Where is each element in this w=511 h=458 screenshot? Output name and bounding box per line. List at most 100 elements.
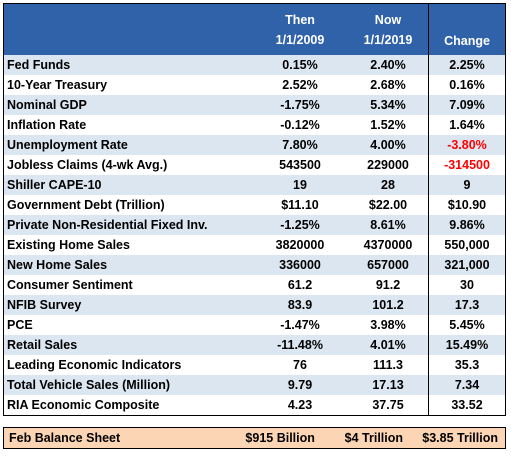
row-label: NFIB Survey [7, 298, 82, 312]
row-now-value: 17.13 [372, 378, 404, 392]
header-then-label: Then [285, 12, 315, 27]
row-then-value: -0.12% [280, 118, 320, 132]
row-change-value: 15.49% [428, 335, 505, 355]
row-change-value: 550,000 [428, 235, 505, 255]
table-row: Jobless Claims (4-wk Avg.) 543500 229000 -3… [4, 155, 505, 175]
row-change-value: -314500 [428, 155, 505, 175]
footer-label: Feb Balance Sheet [9, 431, 121, 445]
table-row: 10-Year Treasury 2.52% 2.68% 0.16% [4, 75, 505, 95]
row-now-value: 1.52% [370, 118, 406, 132]
row-then-value: 7.80% [282, 138, 318, 152]
row-label: Retail Sales [7, 338, 78, 352]
table-header: Then 1/1/2009 Now 1/1/2019 Change [4, 4, 505, 55]
table-row: RIA Economic Composite 4.23 37.75 33.52 [4, 395, 505, 415]
header-label-cell [4, 4, 252, 55]
row-now-value: 91.2 [375, 278, 401, 292]
row-label: Total Vehicle Sales (Million) [7, 378, 171, 392]
table-row: Leading Economic Indicators 76 111.3 35.3 [4, 355, 505, 375]
header-then-date: 1/1/2009 [275, 32, 325, 47]
economic-comparison-table: Then 1/1/2009 Now 1/1/2019 Change Fed Fu… [3, 3, 506, 416]
row-then-value: -1.25% [280, 218, 320, 232]
table-row: Fed Funds 0.15% 2.40% 2.25% [4, 55, 505, 75]
row-now-value: 4.00% [370, 138, 406, 152]
row-label: PCE [7, 318, 33, 332]
row-then-value: 76 [293, 358, 307, 372]
table-row: Unemployment Rate 7.80% 4.00% -3.80% [4, 135, 505, 155]
row-now-value: $22.00 [368, 198, 408, 212]
row-change-value: 9 [428, 175, 505, 195]
row-now-value: 4.01% [370, 338, 406, 352]
row-label: Fed Funds [7, 58, 71, 72]
row-now-value: 8.61% [370, 218, 406, 232]
row-label: Inflation Rate [7, 118, 87, 132]
table-row: Inflation Rate -0.12% 1.52% 1.64% [4, 115, 505, 135]
header-change: Change [428, 4, 505, 55]
row-now-value: 111.3 [373, 358, 403, 372]
row-label: Government Debt (Trillion) [7, 198, 165, 212]
header-now-label: Now [374, 12, 402, 27]
row-change-value: 7.09% [428, 95, 505, 115]
row-now-value: 28 [381, 178, 395, 192]
table-body: Fed Funds 0.15% 2.40% 2.25% 10-Year Treasury… [4, 55, 505, 415]
row-change-value: -3.80% [428, 135, 505, 155]
row-now-value: 5.34% [370, 98, 406, 112]
row-then-value: 4.23 [287, 398, 313, 412]
row-then-value: 9.79 [287, 378, 313, 392]
row-change-value: 30 [428, 275, 505, 295]
header-change-label: Change [444, 34, 490, 48]
row-change-value: 9.86% [428, 215, 505, 235]
row-change-value: 7.34 [428, 375, 505, 395]
row-label: Shiller CAPE-10 [7, 178, 102, 192]
row-then-value: 336000 [279, 258, 321, 272]
row-label: Nominal GDP [7, 98, 87, 112]
table-row: NFIB Survey 83.9 101.2 17.3 [4, 295, 505, 315]
balance-sheet-footer: Feb Balance Sheet $915 Billion $4 Trilli… [3, 427, 506, 449]
row-then-value: 61.2 [287, 278, 313, 292]
table-row: Private Non-Residential Fixed Inv. -1.25%… [4, 215, 505, 235]
table-row: PCE -1.47% 3.98% 5.45% [4, 315, 505, 335]
row-change-value: 321,000 [428, 255, 505, 275]
table-row: Shiller CAPE-10 19 28 9 [4, 175, 505, 195]
row-now-value: 101.2 [372, 298, 404, 312]
row-change-value: 1.64% [428, 115, 505, 135]
row-now-value: 3.98% [370, 318, 406, 332]
row-then-value: -1.47% [280, 318, 320, 332]
row-change-value: 5.45% [428, 315, 505, 335]
table-row: Consumer Sentiment 61.2 91.2 30 [4, 275, 505, 295]
table-row: Existing Home Sales 3820000 4370000 550,000 [4, 235, 505, 255]
row-then-value: 2.52% [282, 78, 318, 92]
row-change-value: $10.90 [428, 195, 505, 215]
row-then-value: 83.9 [287, 298, 313, 312]
row-change-value: 35.3 [428, 355, 505, 375]
row-label: Private Non-Residential Fixed Inv. [7, 218, 208, 232]
row-label: Jobless Claims (4-wk Avg.) [7, 158, 168, 172]
table-row: New Home Sales 336000 657000 321,000 [4, 255, 505, 275]
row-label: 10-Year Treasury [7, 78, 108, 92]
table-row: Retail Sales -11.48% 4.01% 15.49% [4, 335, 505, 355]
row-then-value: 543500 [279, 158, 321, 172]
footer-change: $3.85 Trillion [422, 431, 498, 445]
row-label: RIA Economic Composite [7, 398, 160, 412]
table-row: Government Debt (Trillion) $11.10 $22.00 $1… [4, 195, 505, 215]
header-then: Then 1/1/2009 [252, 4, 348, 55]
row-change-value: 17.3 [428, 295, 505, 315]
row-label: Unemployment Rate [7, 138, 128, 152]
row-label: Consumer Sentiment [7, 278, 133, 292]
row-then-value: -11.48% [277, 338, 323, 352]
row-then-value: 3820000 [275, 238, 325, 252]
row-change-value: 0.16% [428, 75, 505, 95]
row-now-value: 2.40% [370, 58, 406, 72]
row-change-value: 33.52 [428, 395, 505, 415]
row-label: Leading Economic Indicators [7, 358, 182, 372]
row-now-value: 4370000 [363, 238, 413, 252]
row-then-value: $11.10 [281, 198, 319, 212]
row-then-value: 0.15% [282, 58, 318, 72]
row-label: Existing Home Sales [7, 238, 130, 252]
row-then-value: 19 [293, 178, 307, 192]
header-now-date: 1/1/2019 [363, 32, 413, 47]
table-row: Nominal GDP -1.75% 5.34% 7.09% [4, 95, 505, 115]
footer-then: $915 Billion [245, 431, 315, 445]
row-now-value: 37.75 [372, 398, 404, 412]
header-now: Now 1/1/2019 [348, 4, 428, 55]
row-change-value: 2.25% [428, 55, 505, 75]
